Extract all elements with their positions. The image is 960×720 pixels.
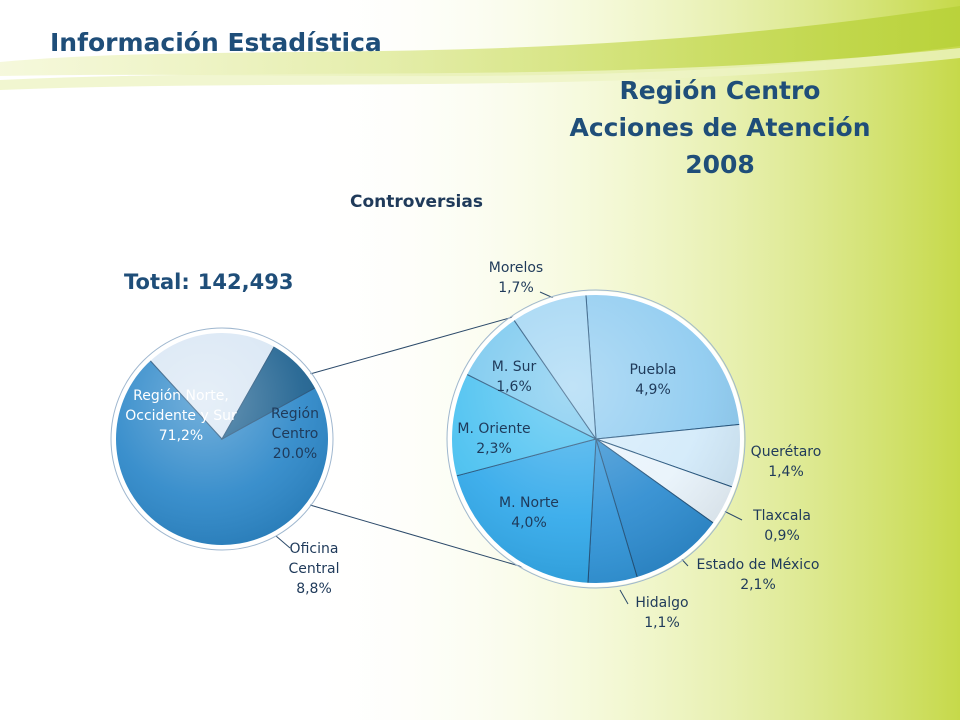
total-label: Total: xyxy=(124,270,190,294)
pie-centro-slice-hidalgo-leader xyxy=(619,589,629,605)
pie-centro-slice-queretaro-label: Querétaro 1,4% xyxy=(751,444,822,480)
pie-region-centro xyxy=(446,289,746,589)
pie-overall xyxy=(110,327,334,551)
pie-overall-rim xyxy=(112,329,332,549)
pie-centro-outline xyxy=(446,289,746,589)
pie-centro-slice-morelos-label: Morelos 1,7% xyxy=(489,260,543,296)
header-swoosh xyxy=(0,6,960,77)
slice-labels: Región Norte, Occidente y Sur 71,2% Región C… xyxy=(125,260,821,631)
total-value: 142,493 xyxy=(197,270,294,294)
connector-line-top xyxy=(309,307,546,375)
pie-centro-slice-m-oriente-label: M. Oriente 2,3% xyxy=(457,421,530,457)
header-swoosh-light xyxy=(0,48,960,90)
pie-overall-slice-region-norte-occidente-y-sur-label: Región Norte, Occidente y Sur 71,2% xyxy=(125,388,237,444)
pie-centro-slice-puebla-label: Puebla 4,9% xyxy=(629,362,676,398)
title-line-3: 2008 xyxy=(685,150,755,179)
chart-main-title: Región Centro Acciones de Atención 2008 xyxy=(560,72,880,183)
pie-overall-slice-oficina-central-leader xyxy=(275,535,291,549)
title-line-1: Región Centro xyxy=(619,76,821,105)
chart-subtitle: Controversias xyxy=(350,192,483,212)
pie-centro-slice-m-norte-label: M. Norte 4,0% xyxy=(499,495,559,531)
pie-centro-slice-hidalgo-label: Hidalgo 1,1% xyxy=(635,595,688,631)
pie-centro-slice-m-sur-label: M. Sur 1,6% xyxy=(492,359,537,395)
title-line-2: Acciones de Atención xyxy=(569,113,871,142)
pie-overall-slice-oficina-central-label: Oficina Central 8,8% xyxy=(289,541,340,597)
header-title: Información Estadística xyxy=(50,28,382,57)
pie-centro-rim xyxy=(448,291,744,587)
total-readout: Total: 142,493 xyxy=(124,270,293,294)
pie-centro-slice-tlaxcala-label: Tlaxcala 0,9% xyxy=(752,508,811,544)
connector-line-bottom xyxy=(309,504,541,573)
pie-overall-outline xyxy=(110,327,334,551)
pie-overall-slice-region-centro-label: Región Centro 20.0% xyxy=(271,406,319,462)
pie-centro-slice-estado-de-mexico-label: Estado de México 2,1% xyxy=(697,557,820,593)
